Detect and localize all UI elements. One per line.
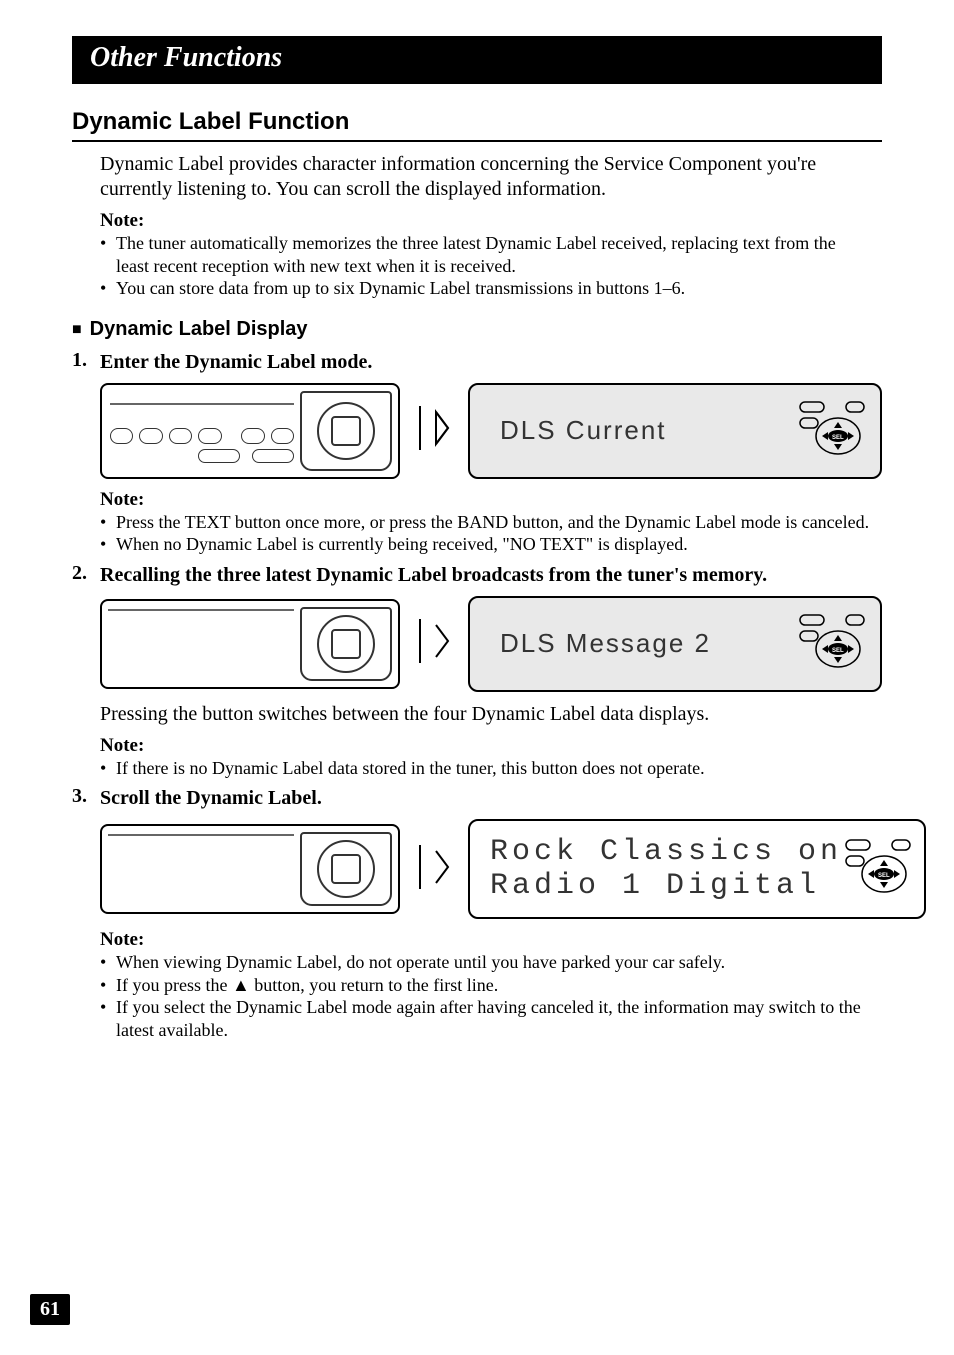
section-title: Dynamic Label Function — [72, 108, 882, 142]
note-heading: Note: — [100, 929, 882, 951]
svg-text:SEL: SEL — [832, 648, 844, 654]
step-1-figure: DLS Current PWRFL SEL — [100, 383, 882, 479]
device-illustration — [100, 599, 400, 689]
note-item: You can store data from up to six Dynami… — [100, 277, 872, 300]
step-text: Scroll the Dynamic Label. — [100, 785, 882, 811]
step-1-heading: 1. Enter the Dynamic Label mode. — [72, 349, 882, 375]
step-2-figure: DLS Message 2 SEL — [100, 596, 882, 692]
display-line-2: Radio 1 Digital — [490, 869, 842, 903]
step-3-figure: Rock Classics on Radio 1 Digital SEL — [100, 819, 882, 919]
subsection-heading: ■ Dynamic Label Display — [72, 318, 882, 341]
arrow-icon — [414, 398, 454, 463]
note-item: When no Dynamic Label is currently being… — [100, 533, 872, 556]
control-cluster-icon: SEL — [844, 838, 914, 900]
chapter-title-bar: Other Functions — [72, 36, 882, 84]
note-heading: Note: — [100, 489, 882, 511]
step-number: 3. — [72, 785, 100, 808]
note-item: If there is no Dynamic Label data stored… — [100, 757, 872, 780]
device-illustration — [100, 383, 400, 479]
note-heading: Note: — [100, 735, 882, 757]
page-content: Other Functions Dynamic Label Function D… — [0, 0, 954, 1041]
display-text: DLS Message 2 — [500, 628, 711, 659]
display-text: DLS Current — [500, 415, 667, 446]
step-3-heading: 3. Scroll the Dynamic Label. — [72, 785, 882, 811]
svg-text:SEL: SEL — [832, 435, 844, 441]
subsection-title: Dynamic Label Display — [90, 318, 308, 340]
note-heading: Note: — [100, 210, 882, 232]
device-illustration — [100, 824, 400, 914]
step-2-follow-text: Pressing the button switches between the… — [100, 702, 872, 727]
step-2-notes: If there is no Dynamic Label data stored… — [100, 757, 872, 780]
lcd-display: DLS Current PWRFL SEL — [468, 383, 882, 479]
page-number: 61 — [30, 1294, 70, 1325]
step-3-notes: When viewing Dynamic Label, do not opera… — [100, 951, 872, 1041]
step-2-heading: 2. Recalling the three latest Dynamic La… — [72, 562, 882, 588]
intro-paragraph: Dynamic Label provides character informa… — [100, 152, 872, 202]
note-item: The tuner automatically memorizes the th… — [100, 232, 872, 277]
step-text: Enter the Dynamic Label mode. — [100, 349, 882, 375]
step-number: 1. — [72, 349, 100, 372]
arrow-icon — [414, 837, 454, 902]
step-number: 2. — [72, 562, 100, 585]
note-item: If you press the ▲ button, you return to… — [100, 974, 872, 997]
svg-text:SEL: SEL — [878, 873, 890, 879]
step-1-notes: Press the TEXT button once more, or pres… — [100, 511, 872, 556]
display-line-1: Rock Classics on — [490, 835, 842, 869]
control-cluster-icon: SEL — [798, 613, 868, 675]
note-item: Press the TEXT button once more, or pres… — [100, 511, 872, 534]
svg-text:PWRFL: PWRFL — [802, 400, 824, 402]
bullet-square-icon: ■ — [72, 321, 82, 338]
control-cluster-icon: PWRFL SEL — [798, 400, 868, 462]
arrow-icon — [414, 611, 454, 676]
top-note-list: The tuner automatically memorizes the th… — [100, 232, 872, 300]
note-item: If you select the Dynamic Label mode aga… — [100, 996, 872, 1041]
lcd-display: Rock Classics on Radio 1 Digital SEL — [468, 819, 926, 919]
lcd-display: DLS Message 2 SEL — [468, 596, 882, 692]
chapter-title: Other Functions — [90, 42, 282, 73]
step-text: Recalling the three latest Dynamic Label… — [100, 562, 882, 588]
note-item: When viewing Dynamic Label, do not opera… — [100, 951, 872, 974]
